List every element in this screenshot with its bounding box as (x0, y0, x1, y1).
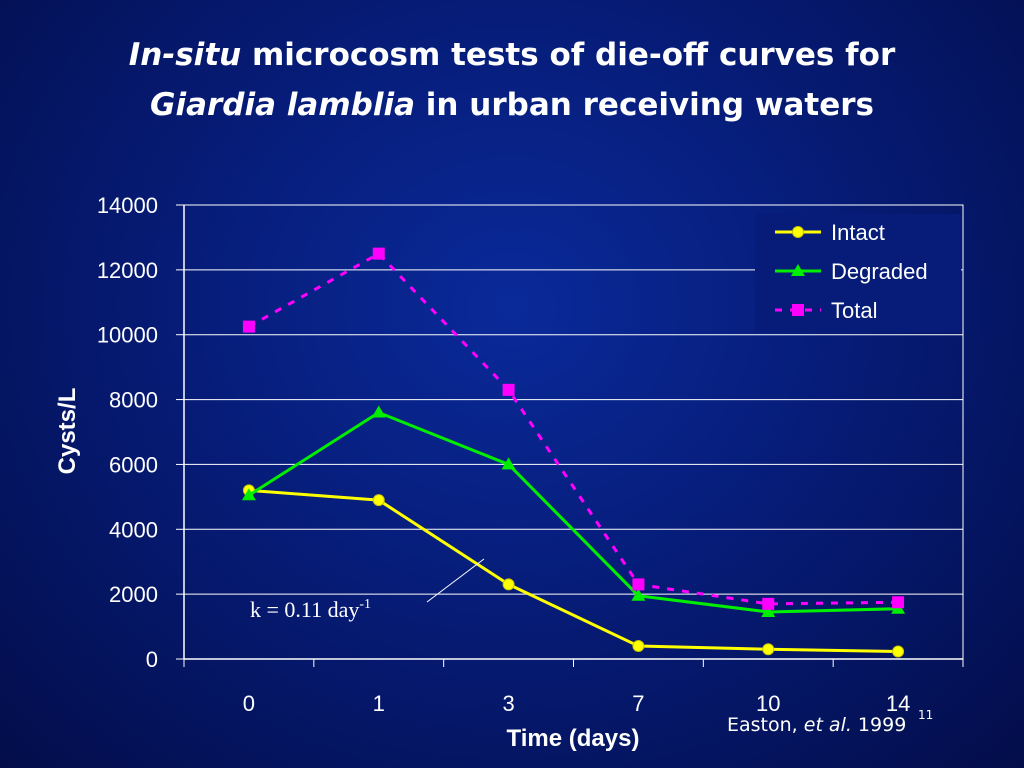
x-tick-label-7: 7 (632, 691, 644, 716)
legend-label-degraded: Degraded (831, 259, 928, 284)
source-et-al: et al. (803, 714, 852, 736)
point-intact-14 (892, 645, 905, 658)
legend-marker-degraded (791, 264, 805, 276)
y-tick-label-10000: 10000 (97, 323, 158, 348)
title-italic-in-situ: In-situ (128, 37, 242, 73)
title-line-2-rest: in urban receiving waters (415, 87, 874, 123)
title-italic-species: Giardia lamblia (150, 87, 416, 123)
point-total-10 (762, 597, 775, 610)
series-line-degraded (248, 411, 899, 614)
point-intact-7 (632, 640, 645, 653)
point-degraded-3 (501, 457, 516, 470)
y-axis-label: Cysts/L (54, 388, 81, 475)
slide-title: In-situ microcosm tests of die-off curve… (0, 30, 1024, 130)
y-tick-label-12000: 12000 (97, 258, 158, 283)
point-total-14 (892, 596, 905, 609)
y-tick-label-2000: 2000 (109, 582, 158, 607)
legend-label-intact: Intact (831, 220, 885, 245)
point-total-0 (242, 320, 255, 333)
x-tick-label-14: 14 (886, 691, 910, 716)
point-degraded-1 (371, 405, 386, 418)
legend-label-total: Total (831, 298, 877, 323)
y-tick-label-8000: 8000 (109, 388, 158, 413)
annotation-text: k = 0.11 day (250, 597, 359, 622)
x-tick-label-3: 3 (502, 691, 514, 716)
point-intact-10 (762, 643, 775, 656)
source-year: 1999 (851, 714, 907, 736)
slide-number: 11 (918, 708, 934, 722)
source-author: Easton, (727, 714, 804, 736)
legend-marker-intact (792, 226, 804, 238)
annotation-leader-line (426, 558, 485, 603)
point-total-3 (502, 383, 515, 396)
x-tick-label-0: 0 (243, 691, 255, 716)
point-intact-3 (502, 578, 515, 591)
y-tick-label-4000: 4000 (109, 517, 158, 542)
title-line-1-rest: microcosm tests of die-off curves for (241, 37, 896, 73)
point-degraded-0 (241, 488, 256, 501)
annotation-superscript: -1 (359, 597, 371, 612)
point-total-1 (372, 247, 385, 260)
legend-box (755, 214, 961, 332)
series-line-intact (248, 488, 899, 654)
x-tick-label-10: 10 (756, 691, 780, 716)
point-degraded-10 (761, 604, 776, 617)
title-line-1: In-situ microcosm tests of die-off curve… (0, 30, 1024, 80)
source-citation: Easton, et al. 1999 (727, 714, 906, 736)
series-line-total (248, 252, 899, 606)
point-degraded-7 (631, 588, 646, 601)
y-tick-label-14000: 14000 (97, 193, 158, 218)
title-line-2: Giardia lamblia in urban receiving water… (0, 80, 1024, 130)
y-tick-label-6000: 6000 (109, 452, 158, 477)
legend-marker-total (792, 304, 804, 316)
point-total-7 (632, 578, 645, 591)
x-axis-label: Time (days) (507, 725, 640, 752)
point-intact-1 (372, 494, 385, 507)
x-tick-label-1: 1 (373, 691, 385, 716)
y-tick-label-0: 0 (146, 647, 158, 672)
annotation-rate-constant: k = 0.11 day-1 (250, 597, 371, 622)
